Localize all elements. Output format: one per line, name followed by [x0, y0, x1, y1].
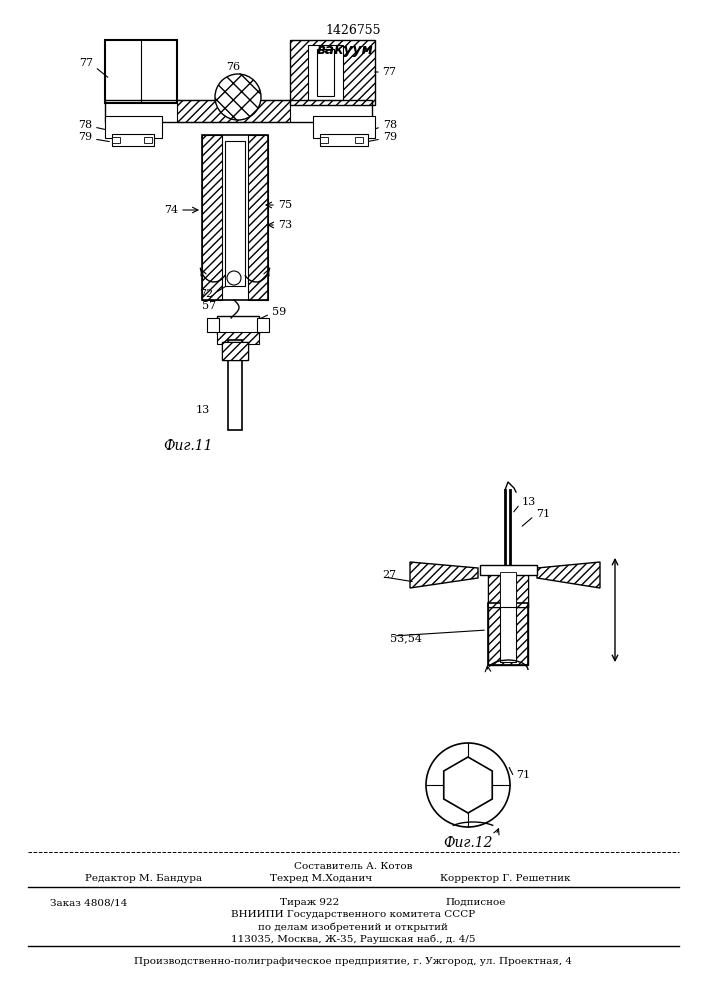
- Bar: [313, 116, 375, 138]
- Bar: [217, 316, 259, 334]
- Bar: [222, 342, 248, 360]
- Bar: [207, 318, 219, 332]
- Text: 1426755: 1426755: [325, 24, 381, 37]
- Text: 13: 13: [522, 497, 536, 507]
- Bar: [257, 318, 269, 332]
- Text: Тираж 922: Тираж 922: [280, 898, 339, 907]
- Text: 27: 27: [382, 570, 396, 580]
- Text: 73: 73: [278, 220, 292, 230]
- Text: Производственно-полиграфическое предприятие, г. Ужгород, ул. Проектная, 4: Производственно-полиграфическое предприя…: [134, 957, 572, 966]
- Bar: [308, 45, 343, 100]
- Bar: [488, 572, 500, 607]
- Text: Фиг.12: Фиг.12: [443, 836, 493, 850]
- Circle shape: [215, 74, 261, 120]
- Text: 53,54: 53,54: [390, 633, 422, 643]
- Bar: [217, 332, 259, 344]
- Text: 71: 71: [536, 509, 550, 519]
- Text: 77: 77: [382, 67, 396, 77]
- Text: вакуум: вакуум: [317, 43, 374, 57]
- Bar: [202, 135, 268, 300]
- Text: Составитель А. Котов: Составитель А. Котов: [293, 862, 412, 871]
- Bar: [488, 603, 528, 665]
- Bar: [202, 135, 222, 300]
- Text: 78: 78: [78, 120, 92, 130]
- Bar: [225, 141, 245, 286]
- Bar: [317, 49, 334, 96]
- Bar: [480, 565, 537, 575]
- Text: по делам изобретений и открытий: по делам изобретений и открытий: [258, 922, 448, 932]
- Bar: [488, 572, 528, 607]
- Text: 76: 76: [226, 62, 240, 72]
- Text: 79: 79: [383, 132, 397, 142]
- Bar: [500, 607, 516, 662]
- Bar: [105, 40, 177, 103]
- Text: 57: 57: [202, 301, 216, 311]
- Polygon shape: [410, 562, 478, 588]
- Circle shape: [227, 271, 241, 285]
- Bar: [177, 100, 290, 122]
- Bar: [488, 603, 528, 665]
- Text: 74: 74: [164, 205, 178, 215]
- Polygon shape: [444, 757, 492, 813]
- Text: Техред М.Ходанич: Техред М.Ходанич: [270, 874, 372, 883]
- Bar: [112, 134, 154, 146]
- Bar: [500, 572, 516, 607]
- Bar: [516, 572, 528, 607]
- Bar: [320, 134, 368, 146]
- Text: 71: 71: [516, 770, 530, 780]
- Text: 78: 78: [383, 120, 397, 130]
- Text: Редактор М. Бандура: Редактор М. Бандура: [85, 874, 202, 883]
- Text: Подписное: Подписное: [445, 898, 506, 907]
- Text: Корректор Г. Решетник: Корректор Г. Решетник: [440, 874, 571, 883]
- Bar: [320, 137, 328, 143]
- Text: 72: 72: [199, 289, 213, 299]
- Text: Заказ 4808/14: Заказ 4808/14: [50, 898, 127, 907]
- Bar: [112, 137, 120, 143]
- Text: ВНИИПИ Государственного комитета СССР: ВНИИПИ Государственного комитета СССР: [231, 910, 475, 919]
- Polygon shape: [537, 562, 600, 588]
- Text: 13: 13: [196, 405, 210, 415]
- Bar: [248, 135, 268, 300]
- Text: 113035, Москва, Ж-35, Раушская наб., д. 4/5: 113035, Москва, Ж-35, Раушская наб., д. …: [230, 934, 475, 944]
- Bar: [105, 100, 372, 122]
- Bar: [144, 137, 152, 143]
- Text: 59: 59: [272, 307, 286, 317]
- Bar: [355, 137, 363, 143]
- Bar: [228, 340, 242, 430]
- Circle shape: [426, 743, 510, 827]
- Text: Фиг.11: Фиг.11: [163, 439, 213, 453]
- Text: 79: 79: [78, 132, 92, 142]
- Text: 75: 75: [278, 200, 292, 210]
- Bar: [105, 116, 162, 138]
- Text: 77: 77: [79, 58, 93, 68]
- Bar: [290, 40, 375, 105]
- Bar: [222, 342, 248, 360]
